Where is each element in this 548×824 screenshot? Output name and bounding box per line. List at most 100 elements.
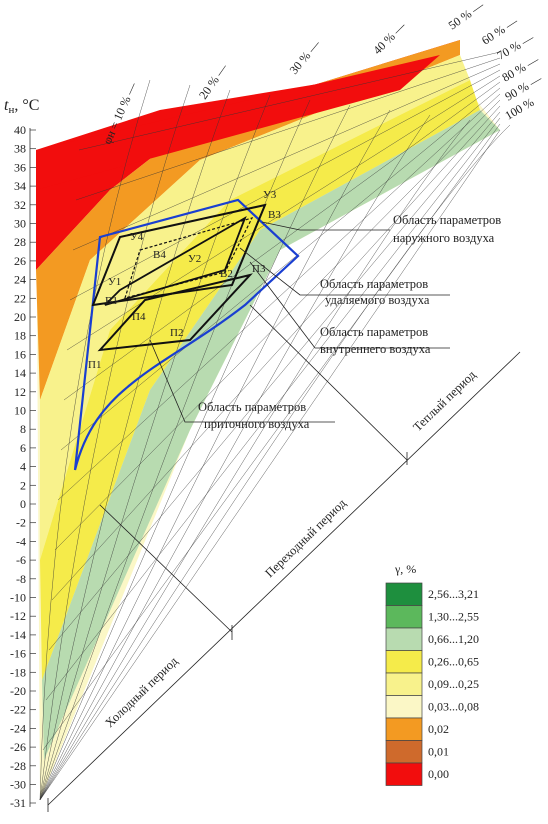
y-tick-label: 32 — [14, 198, 26, 212]
legend-swatch — [385, 717, 423, 741]
y-axis-ticks: 4038363432302826242220181614121086420-2-… — [10, 123, 36, 810]
legend-label: 0,26...0,65 — [428, 655, 479, 669]
exhaust-annotation-line1: Область параметров — [320, 277, 428, 291]
outdoor-air-zone — [91, 203, 267, 307]
band-green — [42, 110, 500, 760]
rh-label: 30 % — — [287, 37, 324, 77]
point-b1: В1 — [105, 295, 118, 307]
exhaust-annotation-line2: удаляемого воздуха — [325, 293, 430, 307]
point-u2: У2 — [188, 253, 201, 265]
point-p1: П1 — [88, 359, 101, 371]
rh-curve — [39, 94, 271, 801]
y-tick-label: -14 — [10, 628, 26, 642]
internal-annotation-line1: Область параметров — [320, 325, 428, 339]
legend-swatch — [385, 605, 423, 629]
rh-curve — [39, 89, 231, 801]
y-tick-label: -8 — [16, 572, 26, 586]
legend-swatch — [385, 582, 423, 606]
legend-swatch — [385, 740, 423, 764]
y-tick-label: 4 — [20, 460, 26, 474]
rh-curve — [39, 114, 431, 801]
grid-lines — [39, 51, 511, 801]
y-tick-label: 12 — [14, 385, 26, 399]
legend-label: 0,03...0,08 — [428, 700, 479, 714]
isotherm-line — [72, 63, 501, 251]
isotherm-line — [75, 57, 501, 201]
outdoor-annotation-line2: наружного воздуха — [393, 231, 495, 245]
y-tick-label: 8 — [20, 422, 26, 436]
annotation-texts: Область параметров наружного воздуха Обл… — [198, 213, 501, 431]
y-tick-label: -31 — [10, 796, 26, 810]
y-tick-label: 0 — [20, 497, 26, 511]
outdoor-annotation-line1: Область параметров — [393, 213, 501, 227]
legend-swatch — [385, 672, 423, 696]
y-tick-label: -6 — [16, 553, 26, 567]
outdoor-region-boundary — [73, 198, 300, 471]
rh-curve — [39, 79, 151, 801]
y-tick-label: -28 — [10, 759, 26, 773]
y-tick-label: 6 — [20, 441, 26, 455]
isotherm-line — [66, 75, 501, 351]
y-tick-label: -4 — [16, 534, 26, 548]
point-p2: П2 — [170, 327, 183, 339]
y-tick-label: 24 — [14, 273, 26, 287]
legend-swatch — [385, 627, 423, 651]
y-tick-label: 18 — [14, 329, 26, 343]
supply-air-zone — [97, 273, 253, 352]
internal-air-zone-dashed — [124, 217, 254, 299]
legend-swatch — [385, 650, 423, 674]
y-tick-label: 20 — [14, 310, 26, 324]
rh-curve — [39, 99, 311, 801]
point-u1: У1 — [108, 276, 121, 288]
y-tick-label: 2 — [20, 478, 26, 492]
rh-curve — [39, 124, 511, 801]
isotherm-line — [48, 111, 501, 651]
period-axis — [47, 304, 521, 812]
y-tick-label: 14 — [14, 366, 26, 380]
legend-label: 2,56...3,21 — [428, 587, 479, 601]
isotherm-line — [54, 99, 501, 551]
y-tick-label: -24 — [10, 721, 26, 735]
y-tick-label: 30 — [14, 217, 26, 231]
y-tick-label: -20 — [10, 684, 26, 698]
legend-label: 0,66...1,20 — [428, 632, 479, 646]
point-p4: П4 — [132, 311, 146, 323]
internal-annotation-line2: внутреннего воздуха — [320, 342, 431, 356]
y-tick-label: -22 — [10, 703, 26, 717]
isotherm-line — [78, 51, 501, 151]
rh-curve — [39, 119, 471, 801]
rh-curve — [39, 109, 391, 801]
y-tick-label: -10 — [10, 591, 26, 605]
rh-curve — [39, 104, 351, 801]
y-tick-label: 16 — [14, 347, 26, 361]
exhaust-air-zone — [104, 215, 247, 306]
point-labels: У3 В3 У4 В4 У2 У1 В2 П3 В1 П4 П2 П1 — [88, 189, 281, 371]
supply-annotation-line1: Область параметров — [198, 400, 306, 414]
isotherm-line — [69, 69, 501, 301]
legend-label: 1,30...2,55 — [428, 610, 479, 624]
rh-label: 20 % — — [196, 60, 231, 102]
y-axis-title: tн, °C — [4, 97, 39, 116]
point-b3: В3 — [268, 209, 281, 221]
isotherm-line — [45, 117, 501, 701]
y-tick-label: 34 — [14, 179, 26, 193]
period-transition-label: Переходный период — [262, 496, 349, 581]
y-tick-label: 36 — [14, 160, 26, 174]
isotherm-line — [51, 105, 501, 601]
y-tick-label: 40 — [14, 123, 26, 137]
legend-label: 0,02 — [428, 722, 449, 736]
y-tick-label: -16 — [10, 647, 26, 661]
legend: 2,56...3,21 1,30...2,55 0,66...1,20 0,26...… — [385, 582, 479, 786]
band-yellow — [40, 80, 480, 680]
rh-label: 50 % — — [446, 0, 488, 32]
y-tick-label: 22 — [14, 291, 26, 305]
y-tick-label: -26 — [10, 740, 26, 754]
annotation-leaders — [149, 221, 450, 423]
legend-title: γ, % — [394, 562, 416, 576]
legend-label: 0,09...0,25 — [428, 677, 479, 691]
supply-annotation-line2: приточного воздуха — [204, 417, 310, 431]
y-tick-label: 10 — [14, 404, 26, 418]
y-tick-label: 26 — [14, 254, 26, 268]
